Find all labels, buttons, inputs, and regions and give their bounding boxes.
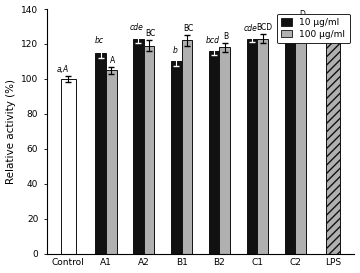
Bar	[106, 70, 117, 254]
Legend: 10 μg/ml, 100 μg/ml: 10 μg/ml, 100 μg/ml	[277, 14, 350, 43]
Text: b: b	[172, 46, 177, 55]
Bar	[285, 35, 295, 254]
Bar	[295, 25, 306, 254]
Y-axis label: Relative activity (%): Relative activity (%)	[5, 79, 15, 184]
Text: BCD: BCD	[256, 23, 272, 32]
Text: bcd: bcd	[206, 35, 220, 44]
Bar	[220, 48, 230, 254]
Text: cde: cde	[130, 23, 144, 32]
Bar	[61, 79, 76, 254]
Bar	[209, 51, 220, 254]
Bar	[247, 39, 257, 254]
Bar	[325, 34, 341, 254]
Bar	[182, 40, 192, 254]
Text: CD: CD	[331, 21, 342, 30]
Text: B: B	[224, 32, 229, 41]
Bar	[144, 46, 154, 254]
Text: de: de	[284, 21, 293, 30]
Text: bc: bc	[95, 36, 104, 45]
Text: D: D	[299, 10, 305, 19]
Text: A: A	[110, 56, 116, 65]
Text: BC: BC	[145, 29, 156, 38]
Bar	[95, 53, 106, 254]
Bar	[171, 61, 182, 254]
Text: e: e	[325, 21, 330, 30]
Bar	[257, 39, 268, 254]
Text: BC: BC	[183, 24, 194, 33]
Text: cde: cde	[244, 24, 257, 33]
Text: a,A: a,A	[56, 65, 68, 74]
Bar	[133, 39, 144, 254]
